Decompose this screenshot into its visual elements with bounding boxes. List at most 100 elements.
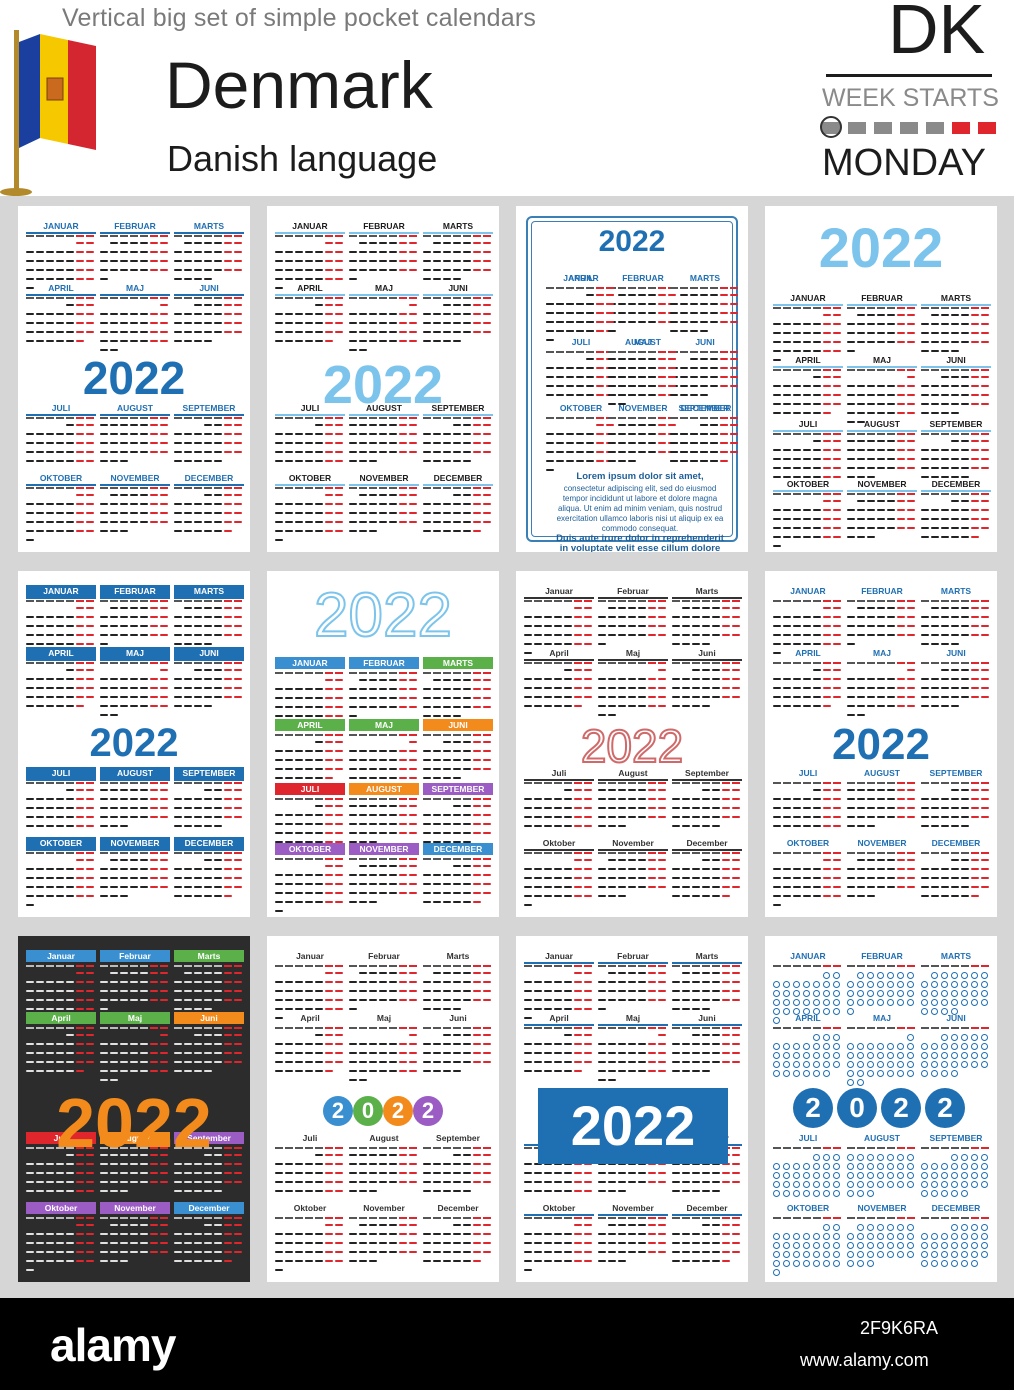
day-cell [335,1172,343,1174]
day-cell [399,883,407,885]
day-cell [275,460,283,462]
day-cell [379,1181,387,1183]
weekday-label [941,600,949,602]
day-cell [76,313,84,315]
weekday-label [628,852,636,854]
day-cell [847,625,855,627]
day-cell [335,715,343,717]
day-cell [586,385,594,387]
day-cell [877,385,885,387]
weekday-label [730,417,738,419]
day-cell [730,303,738,305]
weekday-label [423,235,431,237]
day-cell [369,814,377,816]
day-cell [285,777,293,779]
day-cell [204,895,212,897]
day-cell [224,990,232,992]
weekday-label [618,662,626,664]
day-cell [554,798,562,800]
day-cell [648,442,656,444]
day-cell [349,768,357,770]
day-cell [877,332,885,334]
day-cell [773,449,781,451]
weekday-label [295,1147,303,1149]
day-cell [110,340,118,342]
day-cell [76,424,84,426]
weekday-row [608,287,678,293]
day-cell [389,322,397,324]
day-cell [66,1008,74,1010]
day-cell [389,823,397,825]
day-cell [349,990,357,992]
day-cell [658,367,666,369]
day-cell [638,376,646,378]
day-cell [335,1008,343,1010]
day-cell [524,643,532,645]
weekday-label [224,1027,232,1029]
day-cell [315,1260,323,1262]
day-cell [951,403,959,405]
day-cell [110,1052,118,1054]
day-cell [174,1061,182,1063]
day-cell [823,607,831,609]
weekday-label [379,1147,387,1149]
day-cell [638,696,646,698]
day-cell [86,242,94,244]
weekday-label [325,858,333,860]
day-cell [214,1052,222,1054]
month-name: FEBRUAR [349,657,419,669]
weekday-label [140,852,148,854]
day-cell [86,1034,94,1036]
day-cell [120,313,128,315]
day-cell [305,269,313,271]
day-cell [793,816,801,818]
weekday-label [867,662,875,664]
day-cell [110,807,118,809]
day-cell [36,451,44,453]
day-cell [433,832,441,834]
weekday-label [887,307,895,309]
day-cell [315,278,323,280]
weekday-label [56,782,64,784]
month-name: SEPTEMBER [921,767,991,779]
day-cell [670,442,678,444]
day-cell [847,412,855,414]
weekday-label [26,297,34,299]
day-cell [194,972,202,974]
month-name: DECEMBER [423,472,493,484]
day-cell [473,697,481,699]
day-cell [648,877,656,879]
day-cell [275,910,283,912]
day-cell [76,242,84,244]
weekday-label [275,235,283,237]
day-cell [961,518,969,520]
day-cell [224,1233,232,1235]
day-grid [847,859,917,917]
day-cell [315,304,323,306]
day-cell [36,503,44,505]
day-cell [275,1269,283,1271]
day-cell [453,823,461,825]
day-cell [359,865,367,867]
day-cell [36,1052,44,1054]
weekday-label [184,965,192,967]
day-cell [399,823,407,825]
day-cell [907,816,915,818]
day-cell [722,886,730,888]
weekday-label [174,235,182,237]
day-cell [184,251,192,253]
day-cell [409,424,417,426]
month-rule [423,484,493,486]
day-cell [628,687,636,689]
weekday-row [174,782,244,788]
day-cell [120,1052,128,1054]
day-cell [325,251,333,253]
day-cell [813,376,821,378]
day-cell [120,877,128,879]
weekday-row [546,351,616,357]
day-grid [174,1224,244,1282]
weekday-label [847,307,855,309]
day-cell [638,789,646,791]
weekday-row [275,297,345,303]
day-cell [86,981,94,983]
